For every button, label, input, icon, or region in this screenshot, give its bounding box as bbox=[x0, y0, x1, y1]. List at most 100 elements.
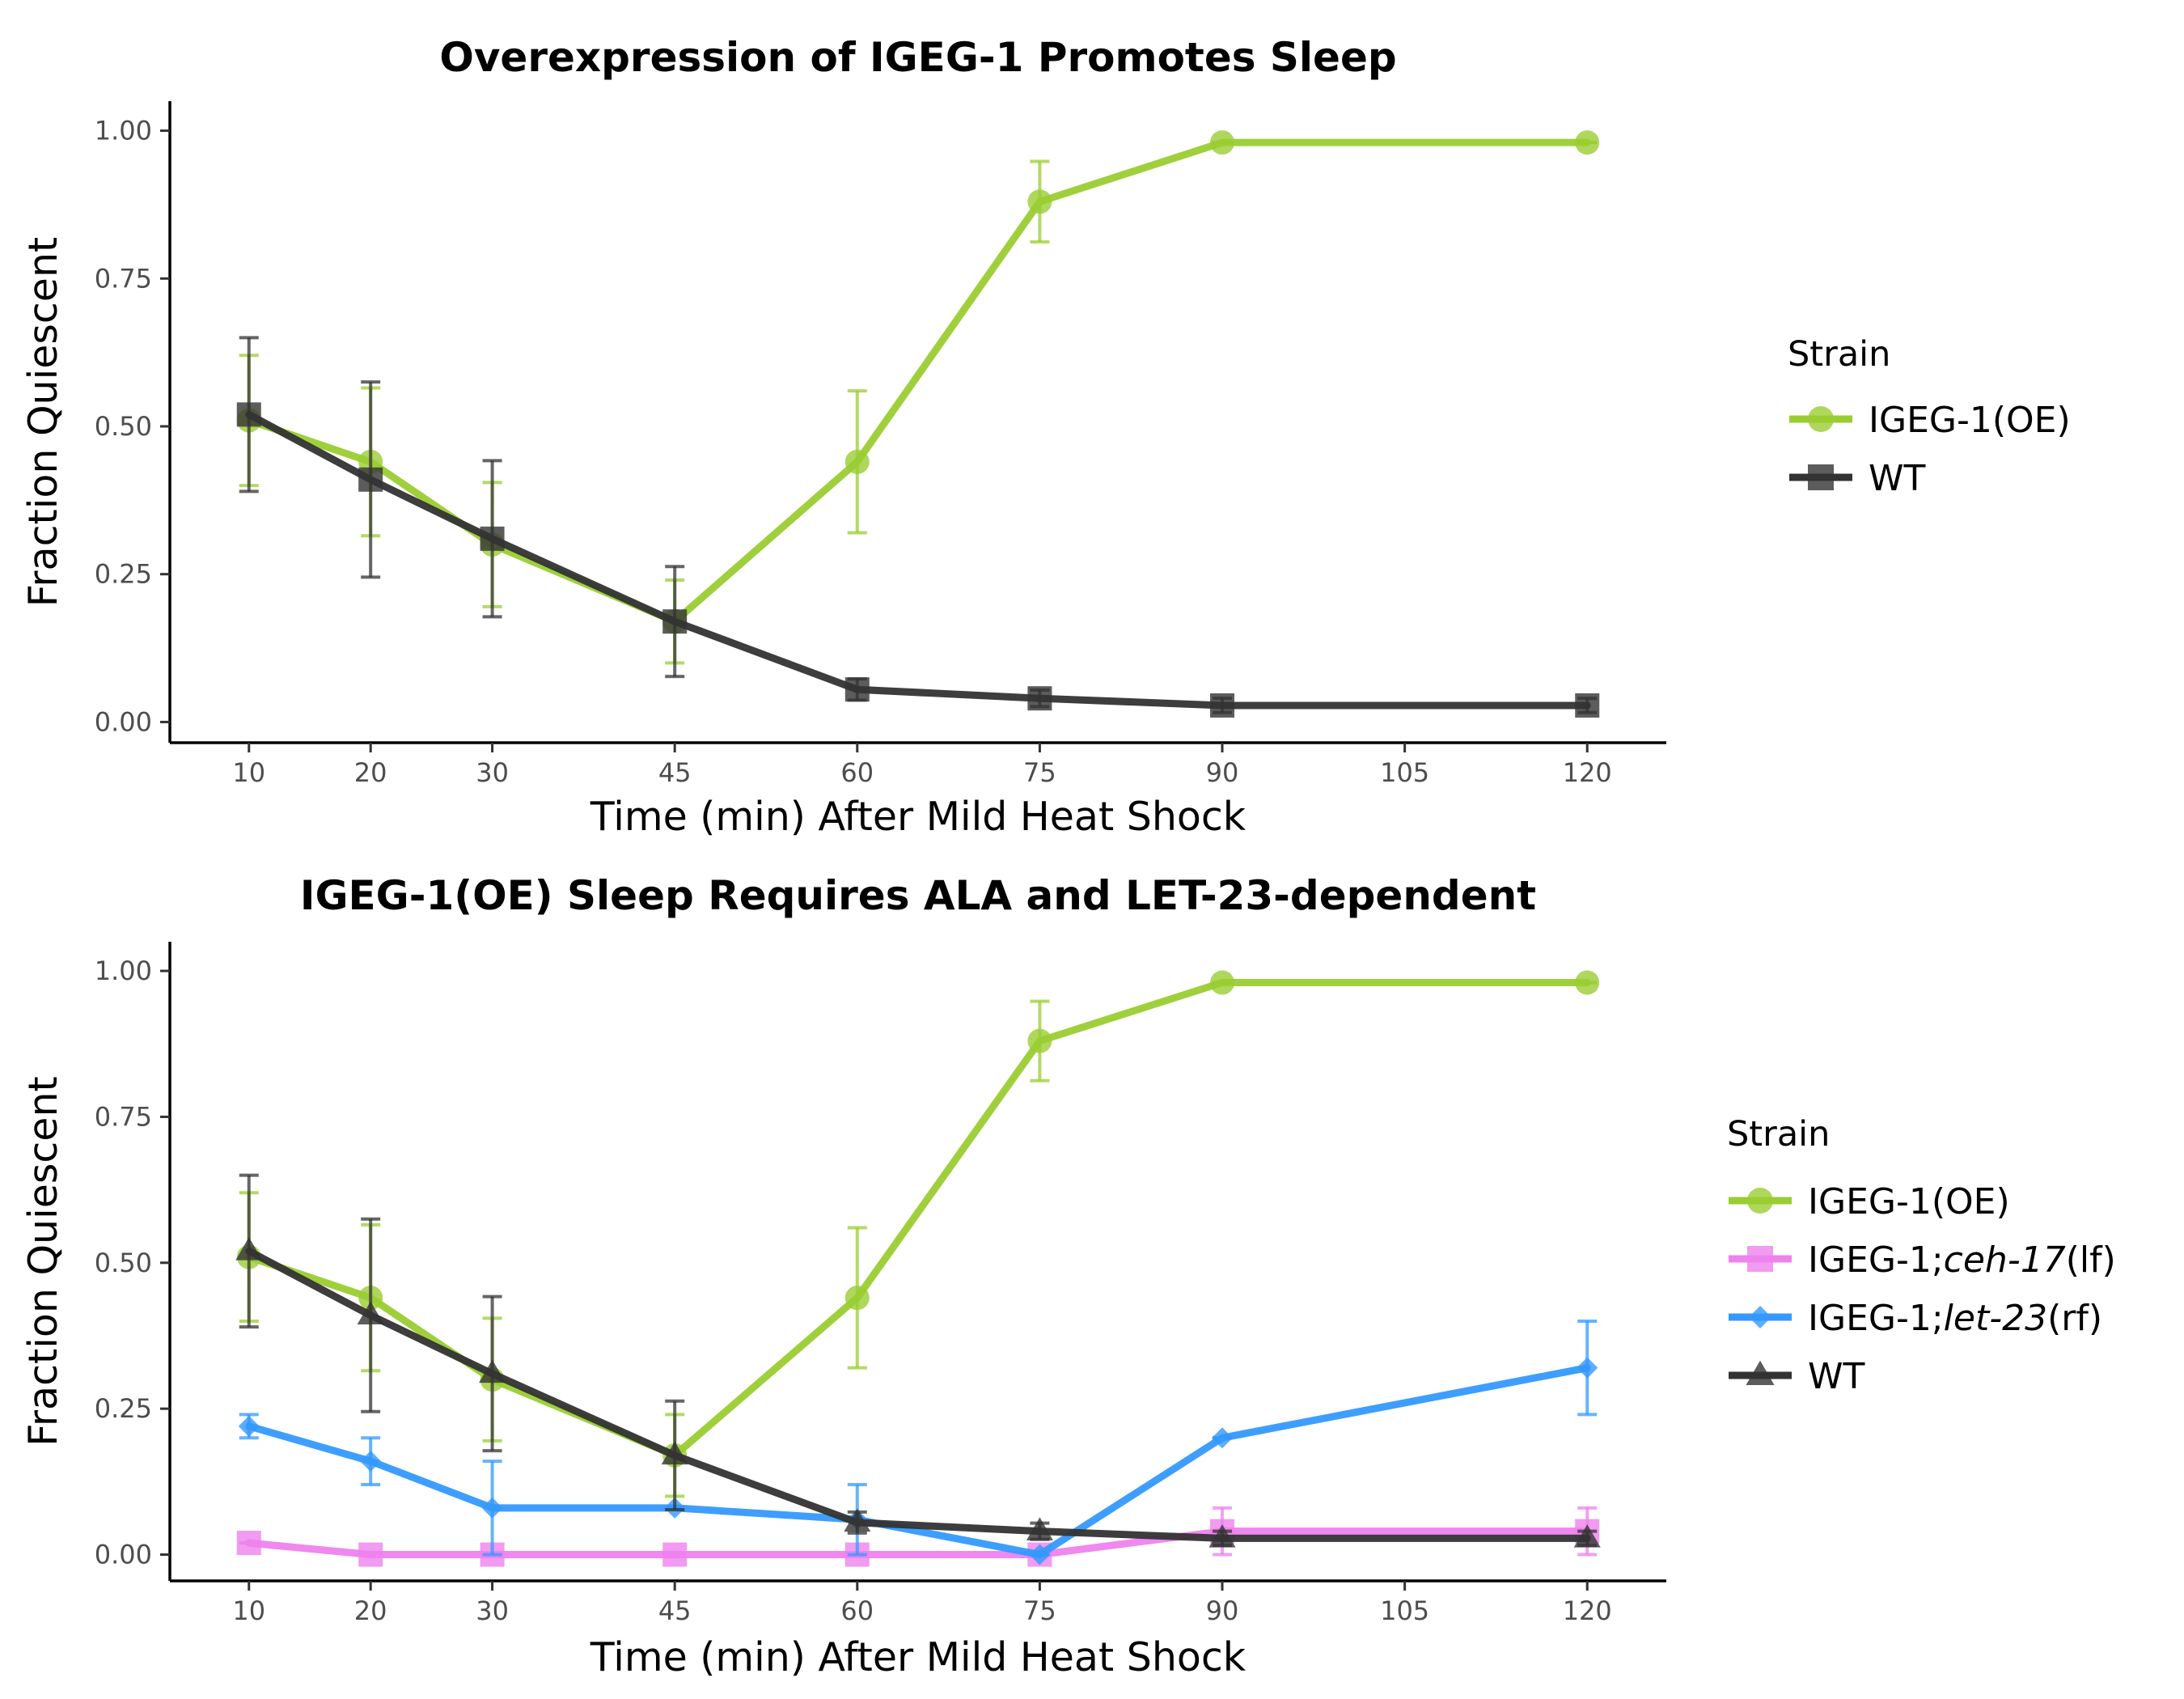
y-tick-label: 0.00 bbox=[95, 1540, 152, 1570]
x-axis-title: Time (min) After Mild Heat Shock bbox=[590, 1634, 1246, 1680]
data-point bbox=[1210, 970, 1235, 995]
data-point bbox=[661, 1441, 688, 1465]
legend-label-part: (lf) bbox=[2066, 1239, 2116, 1281]
y-tick-label: 0.50 bbox=[95, 1248, 152, 1278]
series-diamond bbox=[238, 1319, 1598, 1566]
data-point bbox=[357, 1301, 384, 1324]
data-point bbox=[1027, 686, 1052, 711]
x-axis-title: Time (min) After Mild Heat Shock bbox=[590, 794, 1246, 840]
y-tick-label: 0.75 bbox=[95, 263, 152, 294]
x-tick-label: 45 bbox=[658, 1595, 692, 1626]
x-tick-label: 60 bbox=[840, 1595, 874, 1626]
y-tick-label: 1.00 bbox=[95, 955, 152, 986]
x-tick-label: 45 bbox=[658, 757, 692, 788]
legend-title: Strain bbox=[1727, 1114, 1830, 1155]
x-tick-label: 75 bbox=[1023, 757, 1056, 788]
x-tick-label: 60 bbox=[840, 757, 874, 788]
x-tick-label: 120 bbox=[1563, 1595, 1612, 1626]
data-point bbox=[1577, 1357, 1598, 1379]
legend-label-part: (rf) bbox=[2047, 1298, 2102, 1339]
plot-area bbox=[235, 970, 1601, 1567]
data-point bbox=[238, 1415, 260, 1437]
x-tick-label: 30 bbox=[476, 1595, 509, 1626]
legend-item: IGEG-1(OE) bbox=[1729, 1181, 2010, 1222]
legend-key-marker bbox=[1746, 1360, 1775, 1385]
legend-item: IGEG-1(OE) bbox=[1789, 400, 2071, 441]
data-point bbox=[236, 1531, 261, 1556]
data-point bbox=[358, 467, 383, 492]
chart-title: IGEG-1(OE) Sleep Requires ALA and LET-23… bbox=[300, 872, 1536, 919]
chart-panel-2: IGEG-1(OE) Sleep Requires ALA and LET-23… bbox=[20, 872, 2116, 1680]
data-point bbox=[844, 1508, 871, 1532]
data-point bbox=[1575, 693, 1600, 718]
plot-area bbox=[236, 130, 1600, 718]
data-point bbox=[844, 677, 870, 702]
legend-label: WT bbox=[1808, 1356, 1865, 1397]
legend-key-marker bbox=[1808, 406, 1834, 432]
legend-label-part: IGEG-1; bbox=[1808, 1298, 1944, 1339]
y-tick-label: 0.00 bbox=[95, 706, 152, 737]
data-point bbox=[236, 402, 261, 427]
legend-label-part: WT bbox=[1869, 458, 1926, 499]
series-circle bbox=[236, 130, 1600, 665]
legend-label: IGEG-1;ceh-17(lf) bbox=[1808, 1239, 2116, 1281]
legend-label-part: WT bbox=[1808, 1356, 1865, 1397]
legend-label: IGEG-1;let-23(rf) bbox=[1808, 1298, 2102, 1339]
y-tick-label: 0.75 bbox=[95, 1101, 152, 1132]
data-point bbox=[235, 1237, 263, 1260]
chart-title: Overexpression of IGEG-1 Promotes Sleep bbox=[439, 34, 1396, 81]
legend-label: IGEG-1(OE) bbox=[1808, 1181, 2010, 1222]
legend-label-part: let-23 bbox=[1944, 1298, 2047, 1339]
x-tick-label: 20 bbox=[354, 757, 387, 788]
data-point bbox=[1575, 970, 1600, 995]
y-axis-title: Fraction Quiescent bbox=[20, 1076, 66, 1446]
legend-item: WT bbox=[1729, 1356, 1865, 1397]
data-point bbox=[1210, 130, 1235, 155]
series-square bbox=[236, 336, 1600, 718]
legend: Strain IGEG-1(OE) WT bbox=[1788, 334, 2071, 499]
legend-label-part: IGEG-1(OE) bbox=[1869, 400, 2071, 441]
legend-key-marker bbox=[1749, 1306, 1771, 1328]
series-circle bbox=[236, 970, 1600, 1498]
data-point bbox=[480, 526, 505, 551]
series-line bbox=[245, 1364, 1591, 1559]
series-line bbox=[245, 979, 1591, 1460]
data-point bbox=[662, 1542, 688, 1567]
legend-item: IGEG-1;ceh-17(lf) bbox=[1729, 1239, 2116, 1281]
data-point bbox=[1027, 1028, 1052, 1053]
data-point bbox=[481, 1497, 503, 1519]
legend-key-marker bbox=[1747, 1188, 1773, 1214]
y-tick-label: 0.50 bbox=[95, 411, 152, 442]
data-point bbox=[1573, 1524, 1601, 1548]
data-point bbox=[1027, 189, 1052, 214]
data-point bbox=[1575, 130, 1600, 155]
x-tick-label: 90 bbox=[1206, 1595, 1239, 1626]
legend-label-part: IGEG-1; bbox=[1808, 1239, 1944, 1281]
data-point bbox=[1210, 693, 1235, 718]
chart-panel-1: Overexpression of IGEG-1 Promotes Sleep 0… bbox=[20, 34, 2071, 840]
x-tick-label: 105 bbox=[1380, 757, 1429, 788]
legend-key-marker bbox=[1808, 464, 1834, 490]
series-line bbox=[245, 410, 1591, 710]
legend-label: IGEG-1(OE) bbox=[1869, 400, 2071, 441]
legend-label-part: ceh-17 bbox=[1944, 1239, 2066, 1281]
legend-label: WT bbox=[1869, 458, 1926, 499]
data-point bbox=[844, 1286, 870, 1311]
data-point bbox=[1029, 1544, 1051, 1566]
series-line bbox=[245, 1247, 1591, 1542]
data-point bbox=[844, 449, 870, 474]
legend-key-marker bbox=[1747, 1246, 1773, 1272]
data-point bbox=[360, 1451, 382, 1472]
y-tick-label: 0.25 bbox=[95, 559, 152, 590]
x-tick-label: 105 bbox=[1380, 1595, 1429, 1626]
series-line bbox=[245, 138, 1591, 625]
x-tick-label: 10 bbox=[232, 757, 265, 788]
data-point bbox=[479, 1359, 506, 1383]
x-tick-label: 10 bbox=[232, 1595, 265, 1626]
y-tick-label: 1.00 bbox=[95, 116, 152, 146]
data-point bbox=[358, 1542, 383, 1567]
legend-title: Strain bbox=[1788, 334, 1890, 375]
legend: StrainIGEG-1(OE)IGEG-1;ceh-17(lf)IGEG-1;… bbox=[1727, 1114, 2116, 1397]
x-tick-label: 75 bbox=[1023, 1595, 1056, 1626]
